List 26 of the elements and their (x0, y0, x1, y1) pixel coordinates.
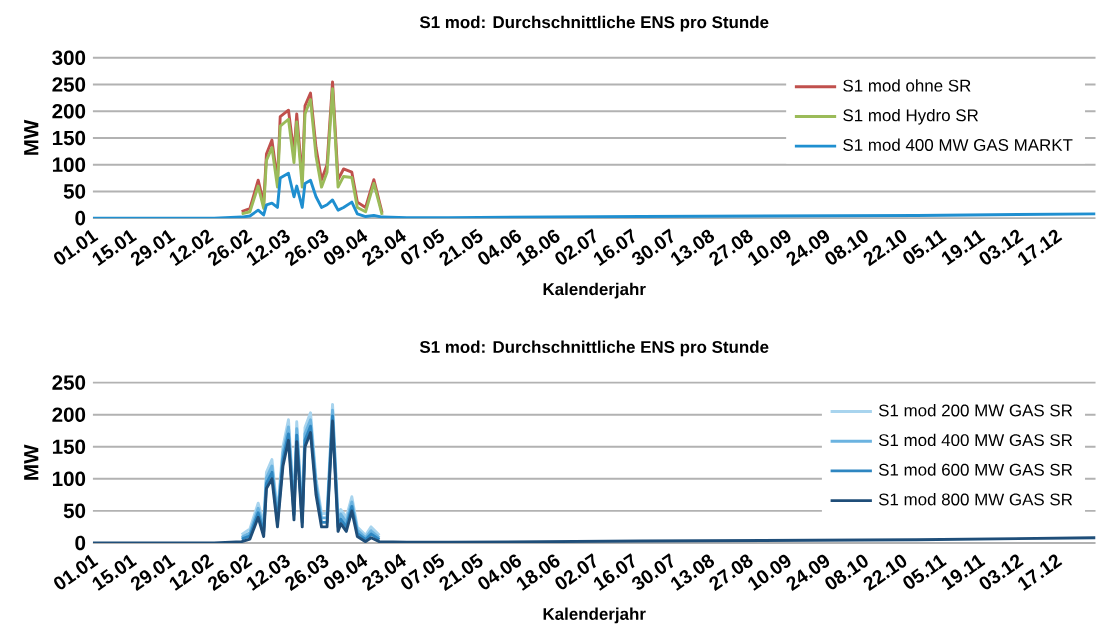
y-tick-label: 50 (63, 184, 86, 199)
y-tick-label: 100 (52, 157, 86, 172)
x-axis-title: Kalenderjahr (543, 607, 646, 624)
y-tick-label: 150 (52, 439, 86, 454)
legend-label: S1 mod 600 MW GAS SR (878, 463, 1073, 476)
y-tick-label: 0 (75, 210, 86, 226)
legend-label: S1 mod Hydro SR (843, 108, 979, 125)
y-tick-label: 150 (52, 130, 86, 146)
y-tick-label: 50 (63, 503, 86, 519)
y-tick-label: 0 (75, 535, 86, 551)
legend-label: S1 mod 200 MW GAS SR (878, 403, 1073, 417)
y-tick-label: 200 (52, 407, 86, 422)
y-tick-label: 100 (52, 471, 86, 486)
legend-label: S1 mod 400 MW GAS MARKT (843, 138, 1073, 151)
y-tick-label: 250 (52, 375, 86, 390)
y-tick-label: 200 (52, 103, 86, 119)
x-axis-title: Kalenderjahr (543, 282, 646, 299)
legend-label: S1 mod 800 MW GAS SR (878, 492, 1073, 506)
y-axis-title: MW (24, 119, 39, 155)
y-axis-title: MW (24, 444, 39, 480)
chart-title: S1 mod: Durchschnittliche ENS pro Stunde (419, 340, 769, 357)
legend-label: S1 mod ohne SR (843, 79, 971, 92)
legend-label: S1 mod 400 MW GAS SR (878, 433, 1073, 446)
y-tick-label: 250 (52, 77, 86, 92)
chart-title: S1 mod: Durchschnittliche ENS pro Stunde (419, 15, 769, 32)
y-tick-label: 300 (52, 50, 86, 65)
